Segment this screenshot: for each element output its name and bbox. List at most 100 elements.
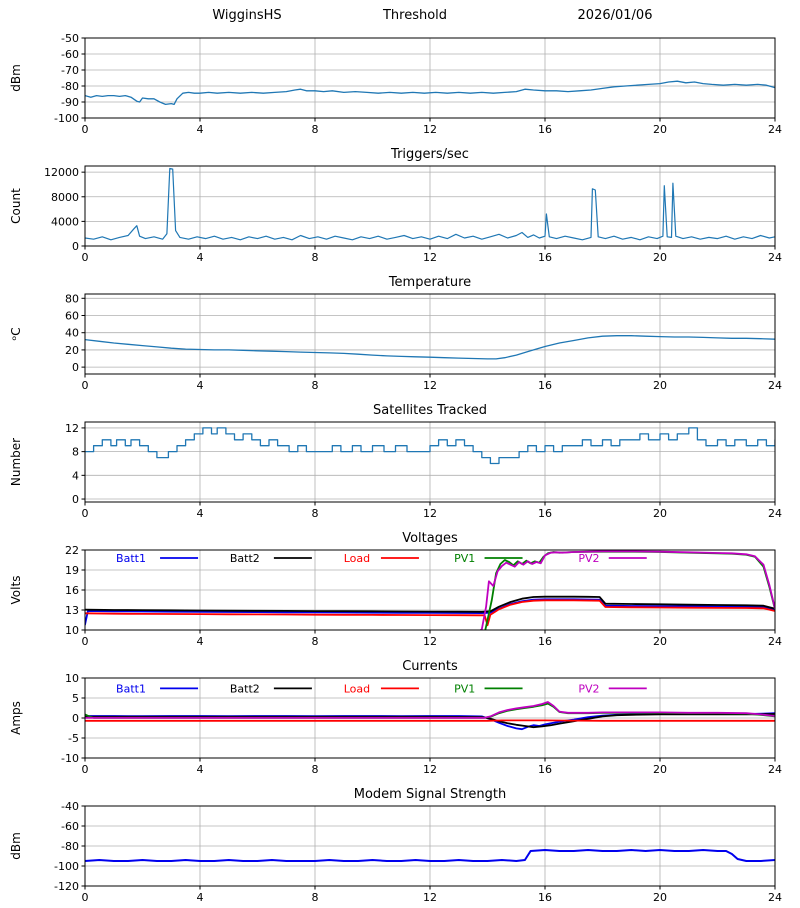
x-tick-label: 16 — [538, 123, 552, 136]
x-tick-label: 8 — [312, 379, 319, 392]
y-tick-label: 0 — [72, 240, 79, 253]
legend-label-load: Load — [344, 552, 370, 565]
legend-label-pv2: PV2 — [578, 682, 599, 695]
modem-signal-title: Modem Signal Strength — [354, 787, 507, 802]
temperature-ylabel: ᵒC — [9, 327, 23, 340]
x-tick-label: 12 — [423, 251, 437, 264]
satellites-title: Satellites Tracked — [373, 403, 487, 418]
x-tick-label: 12 — [423, 123, 437, 136]
x-tick-label: 20 — [653, 507, 667, 520]
legend-label-pv1: PV1 — [454, 682, 475, 695]
y-tick-label: 19 — [65, 564, 79, 577]
y-tick-label: 0 — [72, 361, 79, 374]
x-tick-label: 8 — [312, 891, 319, 904]
y-tick-label: 40 — [65, 327, 79, 340]
y-tick-label: 12000 — [44, 166, 79, 179]
x-tick-label: 8 — [312, 123, 319, 136]
x-tick-label: 24 — [768, 891, 782, 904]
voltages-title: Voltages — [402, 531, 458, 546]
x-tick-label: 4 — [197, 507, 204, 520]
y-tick-label: 60 — [65, 310, 79, 323]
y-tick-label: -120 — [54, 880, 79, 893]
x-tick-label: 12 — [423, 507, 437, 520]
x-tick-label: 0 — [82, 763, 89, 776]
x-tick-label: 16 — [538, 251, 552, 264]
y-tick-label: 10 — [65, 672, 79, 685]
x-tick-label: 8 — [312, 763, 319, 776]
x-tick-label: 16 — [538, 763, 552, 776]
x-tick-label: 24 — [768, 635, 782, 648]
x-tick-label: 8 — [312, 507, 319, 520]
legend-label-batt2: Batt2 — [230, 552, 260, 565]
y-tick-label: -50 — [61, 32, 79, 45]
y-tick-label: -60 — [61, 820, 79, 833]
x-tick-label: 8 — [312, 251, 319, 264]
y-tick-label: -80 — [61, 80, 79, 93]
x-tick-label: 20 — [653, 379, 667, 392]
y-tick-label: -5 — [68, 732, 79, 745]
y-tick-label: 8 — [72, 446, 79, 459]
x-tick-label: 24 — [768, 251, 782, 264]
x-tick-label: 24 — [768, 123, 782, 136]
x-tick-label: 20 — [653, 251, 667, 264]
signal-threshold-ylabel: dBm — [9, 64, 23, 92]
x-tick-label: 20 — [653, 891, 667, 904]
legend-label-batt2: Batt2 — [230, 682, 260, 695]
x-tick-label: 0 — [82, 123, 89, 136]
x-tick-label: 20 — [653, 635, 667, 648]
plot-type-label: Threshold — [383, 8, 447, 23]
x-tick-label: 4 — [197, 891, 204, 904]
y-tick-label: 13 — [65, 604, 79, 617]
x-tick-label: 12 — [423, 635, 437, 648]
y-tick-label: -10 — [61, 752, 79, 765]
y-tick-label: -70 — [61, 64, 79, 77]
legend-label-pv2: PV2 — [578, 552, 599, 565]
y-tick-label: -40 — [61, 800, 79, 813]
y-tick-label: 4000 — [51, 215, 79, 228]
station-name-label: WigginsHS — [212, 8, 281, 23]
y-tick-label: 20 — [65, 344, 79, 357]
date-label: 2026/01/06 — [578, 8, 653, 23]
x-tick-label: 20 — [653, 123, 667, 136]
x-tick-label: 16 — [538, 635, 552, 648]
x-tick-label: 24 — [768, 507, 782, 520]
x-tick-label: 12 — [423, 379, 437, 392]
x-tick-label: 4 — [197, 251, 204, 264]
y-tick-label: -60 — [61, 48, 79, 61]
currents-ylabel: Amps — [9, 701, 23, 735]
x-tick-label: 24 — [768, 763, 782, 776]
voltages-ylabel: Volts — [9, 576, 23, 605]
y-tick-label: 16 — [65, 584, 79, 597]
y-tick-label: -100 — [54, 112, 79, 125]
x-tick-label: 8 — [312, 635, 319, 648]
legend-label-batt1: Batt1 — [116, 552, 146, 565]
y-tick-label: 5 — [72, 692, 79, 705]
satellites-ylabel: Number — [9, 438, 23, 486]
x-tick-label: 16 — [538, 507, 552, 520]
y-tick-label: 0 — [72, 712, 79, 725]
legend-label-pv1: PV1 — [454, 552, 475, 565]
x-tick-label: 24 — [768, 379, 782, 392]
x-tick-label: 0 — [82, 507, 89, 520]
y-tick-label: 12 — [65, 422, 79, 435]
temperature-title: Temperature — [388, 275, 471, 290]
currents-title: Currents — [402, 659, 458, 674]
x-tick-label: 12 — [423, 763, 437, 776]
x-tick-label: 4 — [197, 123, 204, 136]
x-tick-label: 0 — [82, 379, 89, 392]
y-tick-label: -100 — [54, 860, 79, 873]
y-tick-label: 80 — [65, 292, 79, 305]
x-tick-label: 4 — [197, 635, 204, 648]
x-tick-label: 20 — [653, 763, 667, 776]
triggers-title: Triggers/sec — [390, 147, 469, 162]
x-tick-label: 4 — [197, 763, 204, 776]
y-tick-label: 0 — [72, 493, 79, 506]
